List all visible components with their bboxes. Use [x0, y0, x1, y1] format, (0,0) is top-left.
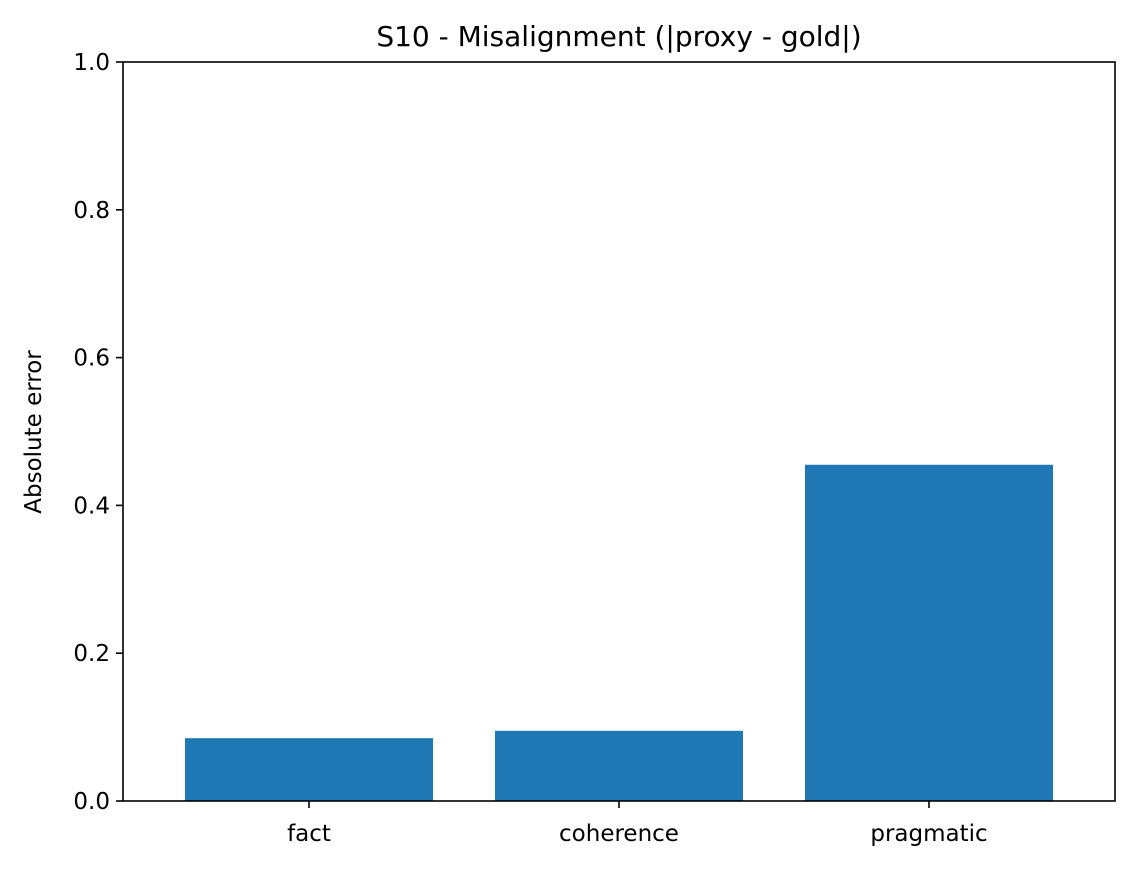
x-tick-label: coherence: [559, 821, 679, 847]
bar-fact: [185, 738, 433, 801]
y-tick-label: 0.0: [73, 789, 110, 815]
y-tick-label: 0.2: [73, 641, 110, 667]
y-tick-label: 1.0: [73, 50, 110, 76]
y-tick-label: 0.6: [73, 346, 110, 372]
x-tick-label: pragmatic: [870, 821, 987, 847]
y-tick-label: 0.8: [73, 198, 110, 224]
bar-pragmatic: [805, 464, 1053, 801]
y-tick-label: 0.4: [73, 493, 110, 519]
y-axis: 0.0 0.2 0.4 0.6 0.8 1.0: [73, 50, 123, 815]
plot-frame: [122, 61, 1116, 802]
x-axis: fact coherence pragmatic: [287, 801, 988, 847]
y-axis-label: Absolute error: [21, 350, 47, 514]
x-tick-label: fact: [287, 821, 331, 847]
chart-title: S10 - Misalignment (|proxy - gold|): [376, 20, 861, 53]
bar-coherence: [495, 730, 743, 801]
bars-layer: [185, 464, 1053, 801]
